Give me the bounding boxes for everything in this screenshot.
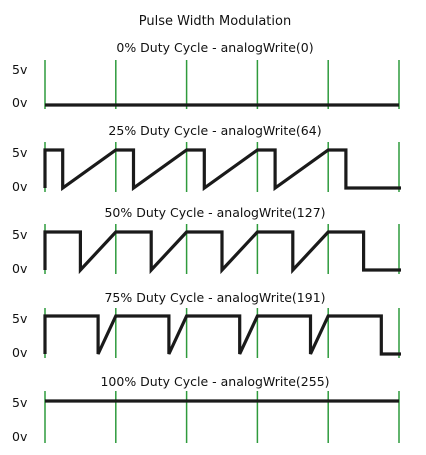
plot-75pct: 75% Duty Cycle - analogWrite(191) 5v 0v [12, 290, 401, 360]
label-5v: 5v [12, 62, 28, 77]
period-markers [44, 391, 400, 443]
label-0v: 0v [12, 95, 28, 110]
plot-title-25pct: 25% Duty Cycle - analogWrite(64) [108, 123, 321, 138]
diagram-title: Pulse Width Modulation [139, 14, 291, 29]
plot-title-100pct: 100% Duty Cycle - analogWrite(255) [100, 374, 329, 389]
plot-25pct: 25% Duty Cycle - analogWrite(64) 5v 0v [12, 123, 401, 194]
label-0v: 0v [12, 429, 28, 444]
label-0v: 0v [12, 179, 28, 194]
label-0v: 0v [12, 261, 28, 276]
plot-title-50pct: 50% Duty Cycle - analogWrite(127) [104, 205, 325, 220]
label-5v: 5v [12, 145, 28, 160]
label-5v: 5v [12, 311, 28, 326]
plot-50pct: 50% Duty Cycle - analogWrite(127) 5v 0v [12, 205, 401, 276]
pwm-signal-50pct [43, 230, 401, 275]
period-markers [44, 60, 400, 109]
plot-title-75pct: 75% Duty Cycle - analogWrite(191) [104, 290, 325, 305]
plot-100pct: 100% Duty Cycle - analogWrite(255) 5v 0v [12, 374, 400, 444]
plot-title-0pct: 0% Duty Cycle - analogWrite(0) [116, 40, 313, 55]
pwm-signal-25pct [43, 148, 401, 192]
label-5v: 5v [12, 395, 28, 410]
label-0v: 0v [12, 345, 28, 360]
plot-0pct: 0% Duty Cycle - analogWrite(0) 5v 0v [12, 40, 400, 110]
label-5v: 5v [12, 227, 28, 242]
pwm-signal-75pct [43, 314, 401, 356]
